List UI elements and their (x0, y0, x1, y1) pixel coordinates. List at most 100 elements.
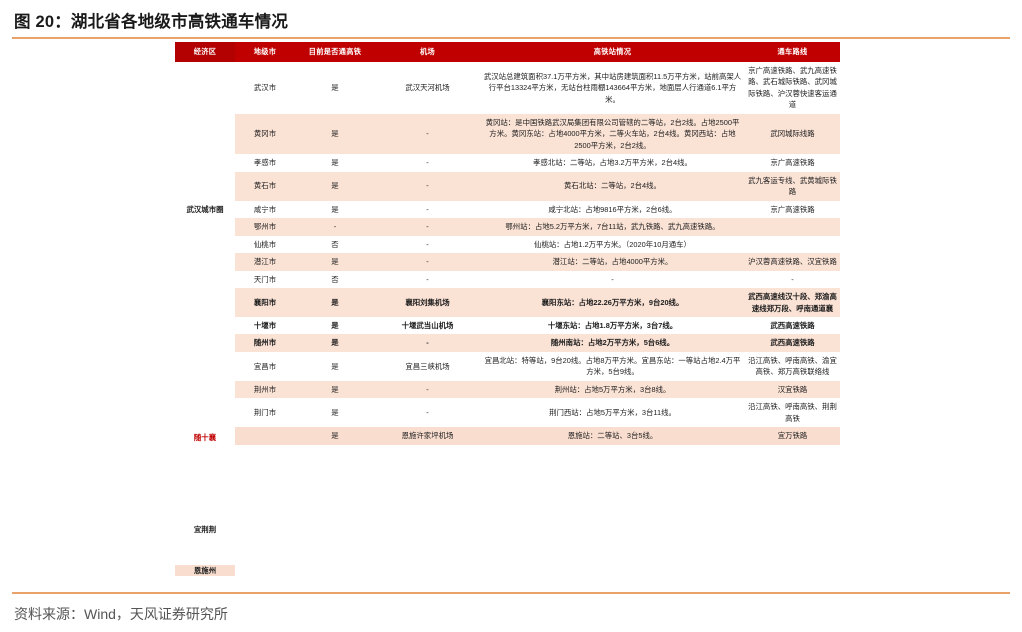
cell-station-info: - (480, 270, 745, 289)
cell-routes: 武九客运专线、武黄城际铁路 (745, 171, 840, 201)
cell-has-hsr: 是 (295, 113, 375, 155)
column-header-city: 地级市 (235, 42, 295, 62)
cell-has-hsr: 是 (295, 288, 375, 317)
column-header-zone: 经济区 (175, 42, 235, 62)
cell-routes: 京广高速铁路 (745, 154, 840, 172)
table-row: 鄂州市 - - 鄂州站：占地5.2万平方米，7台11站，武九铁路、武九高速铁路。 (175, 218, 840, 236)
cell-station-info: 随州南站：占地2万平方米，5台6线。 (480, 334, 745, 352)
cell-airport: - (375, 270, 480, 289)
table-row: 襄阳市 是 襄阳刘集机场 襄阳东站：占地22.26万平方米，9台20线。 武西高… (175, 288, 840, 317)
cell-routes (745, 218, 840, 236)
table-row: 潜江市 是 - 潜江站：二等站，占地4000平方米。 沪汉蓉高速铁路、汉宜铁路 (175, 253, 840, 271)
table-row: 黄冈市 是 - 黄冈站：是中国铁路武汉局集团有限公司管辖的二等站，2台2线。占地… (175, 113, 840, 155)
cell-zone (175, 253, 235, 271)
cell-airport: - (375, 200, 480, 219)
cell-routes: 京广高速铁路 (745, 200, 840, 219)
cell-zone (175, 113, 235, 155)
cell-airport: - (375, 253, 480, 271)
cell-station-info: 黄冈站：是中国铁路武汉局集团有限公司管辖的二等站，2台2线。占地2500平方米。… (480, 113, 745, 155)
cell-routes: 宜万铁路 (745, 427, 840, 445)
cell-zone (175, 427, 235, 445)
table-row: 武汉市 是 武汉天河机场 武汉站总建筑面积37.1万平方米，其中站房建筑面积11… (175, 62, 840, 114)
cell-airport: 襄阳刘集机场 (375, 288, 480, 317)
cell-has-hsr: 否 (295, 235, 375, 254)
cell-has-hsr: 是 (295, 351, 375, 381)
cell-airport: 宜昌三峡机场 (375, 351, 480, 381)
table-row: 天门市 否 - - - (175, 270, 840, 289)
cell-zone (175, 398, 235, 428)
cell-station-info: 黄石北站：二等站，2台4线。 (480, 171, 745, 201)
column-header-routes: 通车路线 (745, 42, 840, 62)
cell-station-info: 恩施站：二等站、3台5线。 (480, 427, 745, 445)
cell-city: 荆门市 (235, 398, 295, 428)
cell-airport: - (375, 334, 480, 352)
table-row: 荆门市 是 - 荆门西站：占地5万平方米，3台11线。 沿江高铁、呼南高铁、荆荆… (175, 398, 840, 428)
cell-station-info: 咸宁北站：占地9816平方米，2台6线。 (480, 200, 745, 219)
cell-city: 天门市 (235, 270, 295, 289)
cell-station-info: 宜昌北站：特等站，9台20线。占地8万平方米。宜昌东站：一等站占地2.4万平方米… (480, 351, 745, 381)
page-title: 图 20：湖北省各地级市高铁通车情况 (14, 13, 289, 31)
cell-airport: 恩施许家坪机场 (375, 427, 480, 445)
cell-airport: - (375, 113, 480, 155)
cell-routes: 沪汉蓉高速铁路、汉宜铁路 (745, 253, 840, 271)
cell-airport: - (375, 171, 480, 201)
cell-routes: 沿江高铁、呼南高铁、荆荆高铁 (745, 398, 840, 428)
zone-group-label-enshi: 恩施州 (175, 565, 235, 576)
cell-station-info: 襄阳东站：占地22.26万平方米，9台20线。 (480, 288, 745, 317)
cell-city: 孝感市 (235, 154, 295, 172)
cell-city: 宜昌市 (235, 351, 295, 381)
cell-airport: - (375, 218, 480, 236)
cell-city: 十堰市 (235, 316, 295, 335)
cell-city (235, 427, 295, 445)
cell-airport: - (375, 154, 480, 172)
cell-station-info: 十堰东站：占地1.8万平方米，3台7线。 (480, 316, 745, 335)
column-header-station-info: 高铁站情况 (480, 42, 745, 62)
cell-has-hsr: 是 (295, 380, 375, 399)
cell-city: 仙桃市 (235, 235, 295, 254)
cell-city: 潜江市 (235, 253, 295, 271)
cell-has-hsr: 是 (295, 62, 375, 114)
cell-zone (175, 171, 235, 201)
cell-zone (175, 380, 235, 399)
cell-zone (175, 62, 235, 114)
cell-has-hsr: 是 (295, 200, 375, 219)
cell-has-hsr: 否 (295, 270, 375, 289)
cell-has-hsr: 是 (295, 253, 375, 271)
title-divider (12, 37, 1010, 39)
cell-zone (175, 218, 235, 236)
cell-airport: - (375, 235, 480, 254)
cell-city: 鄂州市 (235, 218, 295, 236)
cell-routes: 武冈城际线路 (745, 113, 840, 155)
cell-routes: 京广高速铁路、武九高速铁路、武石城际铁路、武冈城际铁路、沪汉蓉快速客运通道 (745, 62, 840, 114)
table-row: 黄石市 是 - 黄石北站：二等站，2台4线。 武九客运专线、武黄城际铁路 (175, 171, 840, 201)
cell-city: 武汉市 (235, 62, 295, 114)
cell-has-hsr: - (295, 218, 375, 236)
cell-city: 随州市 (235, 334, 295, 352)
footnote-divider (12, 592, 1010, 594)
cell-has-hsr: 是 (295, 171, 375, 201)
cell-zone (175, 288, 235, 317)
cell-city: 襄阳市 (235, 288, 295, 317)
cell-station-info: 鄂州站：占地5.2万平方米，7台11站，武九铁路、武九高速铁路。 (480, 218, 745, 236)
cell-routes (745, 235, 840, 254)
cell-station-info: 孝感北站：二等站，占地3.2万平方米，2台4线。 (480, 154, 745, 172)
cell-airport: 十堰武当山机场 (375, 316, 480, 335)
cell-routes: 武西高速铁路 (745, 334, 840, 352)
table-row: 咸宁市 是 - 咸宁北站：占地9816平方米，2台6线。 京广高速铁路 (175, 200, 840, 219)
cell-zone (175, 270, 235, 289)
table-row: 宜昌市 是 宜昌三峡机场 宜昌北站：特等站，9台20线。占地8万平方米。宜昌东站… (175, 351, 840, 381)
column-header-airport: 机场 (375, 42, 480, 62)
cell-routes: 武西高速铁路 (745, 316, 840, 335)
column-header-has-hsr: 目前是否通高铁 (295, 42, 375, 62)
table-row: 孝感市 是 - 孝感北站：二等站，占地3.2万平方米，2台4线。 京广高速铁路 (175, 154, 840, 172)
table-row: 荆州市 是 - 荆州站：占地5万平方米，3台8线。 汉宜铁路 (175, 380, 840, 399)
cell-airport: - (375, 380, 480, 399)
cell-city: 咸宁市 (235, 200, 295, 219)
cell-station-info: 仙桃站：占地1.2万平方米。（2020年10月通车） (480, 235, 745, 254)
cell-station-info: 武汉站总建筑面积37.1万平方米，其中站房建筑面积11.5万平方米，站前高架人行… (480, 62, 745, 114)
cell-has-hsr: 是 (295, 316, 375, 335)
table-row: 是 恩施许家坪机场 恩施站：二等站、3台5线。 宜万铁路 (175, 427, 840, 445)
cell-routes: 武西高速线汉十段、郑渝高速线郑万段、呼南通道襄 (745, 288, 840, 317)
cell-station-info: 潜江站：二等站，占地4000平方米。 (480, 253, 745, 271)
cell-city: 荆州市 (235, 380, 295, 399)
